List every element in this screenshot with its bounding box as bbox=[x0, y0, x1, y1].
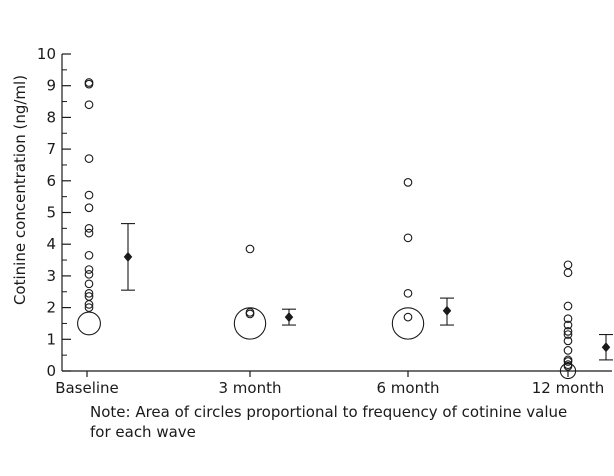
data-point-circle bbox=[563, 301, 573, 311]
y-tick-label: 5 bbox=[46, 204, 56, 222]
chart-marks bbox=[77, 78, 613, 380]
y-tick-label: 7 bbox=[46, 140, 56, 158]
x-tick-label: 3 month bbox=[219, 379, 282, 395]
data-point-circle bbox=[563, 346, 573, 355]
data-point-circle bbox=[84, 203, 94, 213]
x-tick-label: Baseline bbox=[55, 379, 119, 395]
y-tick-label: 2 bbox=[46, 299, 56, 317]
y-tick-label: 1 bbox=[46, 330, 56, 348]
y-tick-label: 3 bbox=[46, 267, 56, 285]
data-point-circle bbox=[563, 361, 573, 371]
data-point-circle bbox=[84, 79, 94, 89]
data-point-circle bbox=[233, 307, 267, 340]
y-tick-label: 6 bbox=[46, 172, 56, 190]
data-point-circle bbox=[563, 320, 573, 330]
data-point-circle bbox=[391, 307, 425, 340]
mean-diamond-marker bbox=[442, 305, 452, 316]
data-point-circle bbox=[84, 250, 94, 260]
cotinine-scatter-chart: Cotinine concentration (ng/ml) 0 1 2 3 4 5 6 7 8… bbox=[11, 45, 613, 395]
y-tick-label: 8 bbox=[46, 108, 56, 126]
data-point-circle bbox=[403, 312, 413, 322]
data-point-circle bbox=[84, 288, 94, 298]
data-point-circle bbox=[563, 330, 573, 339]
x-tick-label: 6 month bbox=[377, 379, 440, 395]
data-point-circle bbox=[403, 233, 413, 243]
data-point-circle bbox=[563, 327, 573, 336]
data-point-circle bbox=[77, 311, 101, 336]
data-point-circle bbox=[559, 362, 577, 380]
y-tick-label: 0 bbox=[46, 362, 56, 380]
data-point-circle bbox=[245, 244, 255, 254]
chart-note: Note: Area of circles proportional to fr… bbox=[90, 403, 568, 441]
data-point-circle bbox=[563, 268, 573, 278]
data-point-circle bbox=[84, 279, 94, 289]
data-point-circle bbox=[84, 190, 94, 200]
data-point-circle bbox=[403, 288, 413, 298]
x-tick-label: 12 month bbox=[532, 379, 605, 395]
mean-diamond-marker bbox=[601, 342, 611, 353]
data-point-circle bbox=[563, 260, 573, 270]
data-point-circle bbox=[403, 178, 413, 187]
mean-diamond-marker bbox=[123, 251, 133, 262]
data-point-circle bbox=[84, 154, 94, 163]
y-tick-label: 4 bbox=[46, 235, 56, 253]
data-point-circle bbox=[84, 265, 94, 274]
data-point-circle bbox=[84, 100, 94, 110]
data-point-circle bbox=[563, 314, 573, 324]
data-point-circle bbox=[84, 224, 94, 233]
data-point-circle bbox=[245, 309, 255, 319]
data-point-circle bbox=[563, 336, 573, 346]
data-point-circle bbox=[84, 269, 94, 279]
y-tick-label: 10 bbox=[37, 45, 56, 63]
data-point-circle bbox=[84, 303, 94, 312]
chart-axes: 0 1 2 3 4 5 6 7 8 9 10 Baseline 3 month 6 month 12 mon… bbox=[37, 45, 612, 395]
data-point-circle bbox=[84, 228, 94, 238]
data-point-circle bbox=[563, 357, 573, 366]
y-tick-label: 9 bbox=[46, 77, 56, 95]
data-point-circle bbox=[84, 300, 94, 309]
mean-diamond-marker bbox=[284, 312, 294, 323]
y-axis-label: Cotinine concentration (ng/ml) bbox=[11, 75, 29, 305]
